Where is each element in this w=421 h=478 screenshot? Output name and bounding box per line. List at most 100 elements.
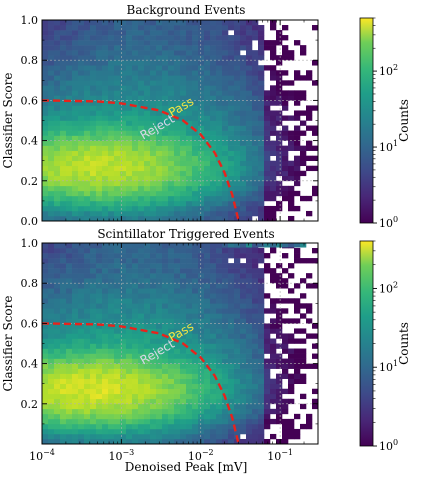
heatmap-bin: [234, 283, 241, 289]
heatmap-bin: [48, 140, 55, 146]
heatmap-bin: [246, 373, 253, 379]
heatmap-bin: [144, 80, 151, 86]
heatmap-bin: [288, 383, 295, 390]
heatmap-bin: [90, 253, 97, 259]
heatmap-bin: [156, 273, 163, 279]
heatmap-bin: [246, 313, 253, 319]
heatmap-bin: [42, 90, 49, 96]
heatmap-bin: [168, 210, 175, 217]
heatmap-bin: [66, 85, 73, 91]
heatmap-bin: [228, 283, 235, 289]
heatmap-bin: [294, 378, 301, 385]
heatmap-bin: [258, 170, 265, 177]
heatmap-bin: [126, 438, 133, 445]
heatmap-bin: [54, 263, 61, 269]
heatmap-bin: [84, 248, 91, 254]
heatmap-bin: [96, 160, 103, 167]
heatmap-bin: [42, 145, 49, 151]
heatmap-bin: [120, 165, 127, 172]
heatmap-bin: [204, 105, 211, 111]
heatmap-bin: [72, 125, 79, 131]
heatmap-bin: [60, 160, 67, 167]
heatmap-bin: [294, 433, 301, 440]
heatmap-bin: [66, 273, 73, 279]
heatmap-bin: [234, 50, 241, 56]
heatmap-bin: [288, 348, 295, 354]
heatmap-bin: [186, 278, 193, 284]
heatmap-bin: [300, 195, 307, 202]
heatmap-bin: [72, 60, 79, 66]
heatmap-bin: [192, 253, 199, 259]
heatmap-bin: [264, 438, 271, 445]
heatmap-bin: [108, 428, 115, 435]
heatmap-bin: [126, 418, 133, 425]
heatmap-bin: [60, 358, 67, 364]
heatmap-bin: [264, 263, 271, 269]
heatmap-bin: [216, 253, 223, 259]
heatmap-bin: [90, 200, 97, 207]
heatmap-bin: [174, 110, 181, 116]
heatmap-bin: [180, 85, 187, 91]
heatmap-bin: [114, 125, 121, 131]
heatmap-bin: [228, 368, 235, 374]
heatmap-bin: [216, 165, 223, 172]
heatmap-bin: [174, 205, 181, 212]
heatmap-bin: [294, 40, 301, 46]
heatmap-bin: [234, 80, 241, 86]
heatmap-bin: [210, 313, 217, 319]
heatmap-bin: [228, 200, 235, 207]
heatmap-bin: [90, 298, 97, 304]
heatmap-bin: [78, 140, 85, 146]
heatmap-bin: [138, 150, 145, 156]
heatmap-bin: [282, 185, 289, 192]
heatmap-bin: [186, 323, 193, 329]
heatmap-bin: [126, 125, 133, 131]
heatmap-bin: [192, 288, 199, 294]
heatmap-bin: [42, 373, 49, 379]
heatmap-bin: [204, 373, 211, 379]
heatmap-bin: [204, 268, 211, 274]
heatmap-bin: [60, 423, 67, 430]
heatmap-bin: [198, 278, 205, 284]
heatmap-bin: [108, 243, 115, 249]
heatmap-bin: [174, 70, 181, 76]
heatmap-bin: [282, 50, 289, 56]
heatmap-bin: [114, 368, 121, 374]
heatmap-bin: [288, 205, 295, 212]
heatmap-bin: [276, 373, 283, 379]
heatmap-bin: [186, 115, 193, 121]
heatmap-bin: [114, 323, 121, 329]
heatmap-bin: [252, 253, 259, 259]
heatmap-bin: [198, 115, 205, 121]
heatmap-bin: [234, 323, 241, 329]
heatmap-bin: [162, 215, 169, 222]
heatmap-bin: [192, 140, 199, 146]
heatmap-bin: [204, 288, 211, 294]
heatmap-bin: [156, 303, 163, 309]
heatmap-bin: [258, 215, 265, 222]
heatmap-bin: [132, 135, 139, 141]
heatmap-bin: [198, 125, 205, 131]
heatmap-bin: [84, 50, 91, 56]
heatmap-bin: [42, 248, 49, 254]
heatmap-bin: [108, 120, 115, 126]
heatmap-bin: [228, 398, 235, 405]
heatmap-bin: [252, 110, 259, 116]
heatmap-bin: [162, 190, 169, 197]
heatmap-bin: [138, 215, 145, 222]
heatmap-bin: [42, 313, 49, 319]
heatmap-bin: [264, 65, 271, 71]
heatmap-bin: [60, 85, 67, 91]
heatmap-bin: [234, 165, 241, 172]
heatmap-bin: [234, 318, 241, 324]
y-tick-label: 0.6: [21, 317, 39, 330]
heatmap-bin: [192, 293, 199, 299]
heatmap-bin: [174, 170, 181, 177]
heatmap-bin: [54, 343, 61, 349]
heatmap-bin: [72, 423, 79, 430]
heatmap-bin: [216, 50, 223, 56]
heatmap-bin: [210, 338, 217, 344]
heatmap-bin: [72, 190, 79, 197]
heatmap-bin: [168, 35, 175, 41]
heatmap-bin: [228, 393, 235, 400]
